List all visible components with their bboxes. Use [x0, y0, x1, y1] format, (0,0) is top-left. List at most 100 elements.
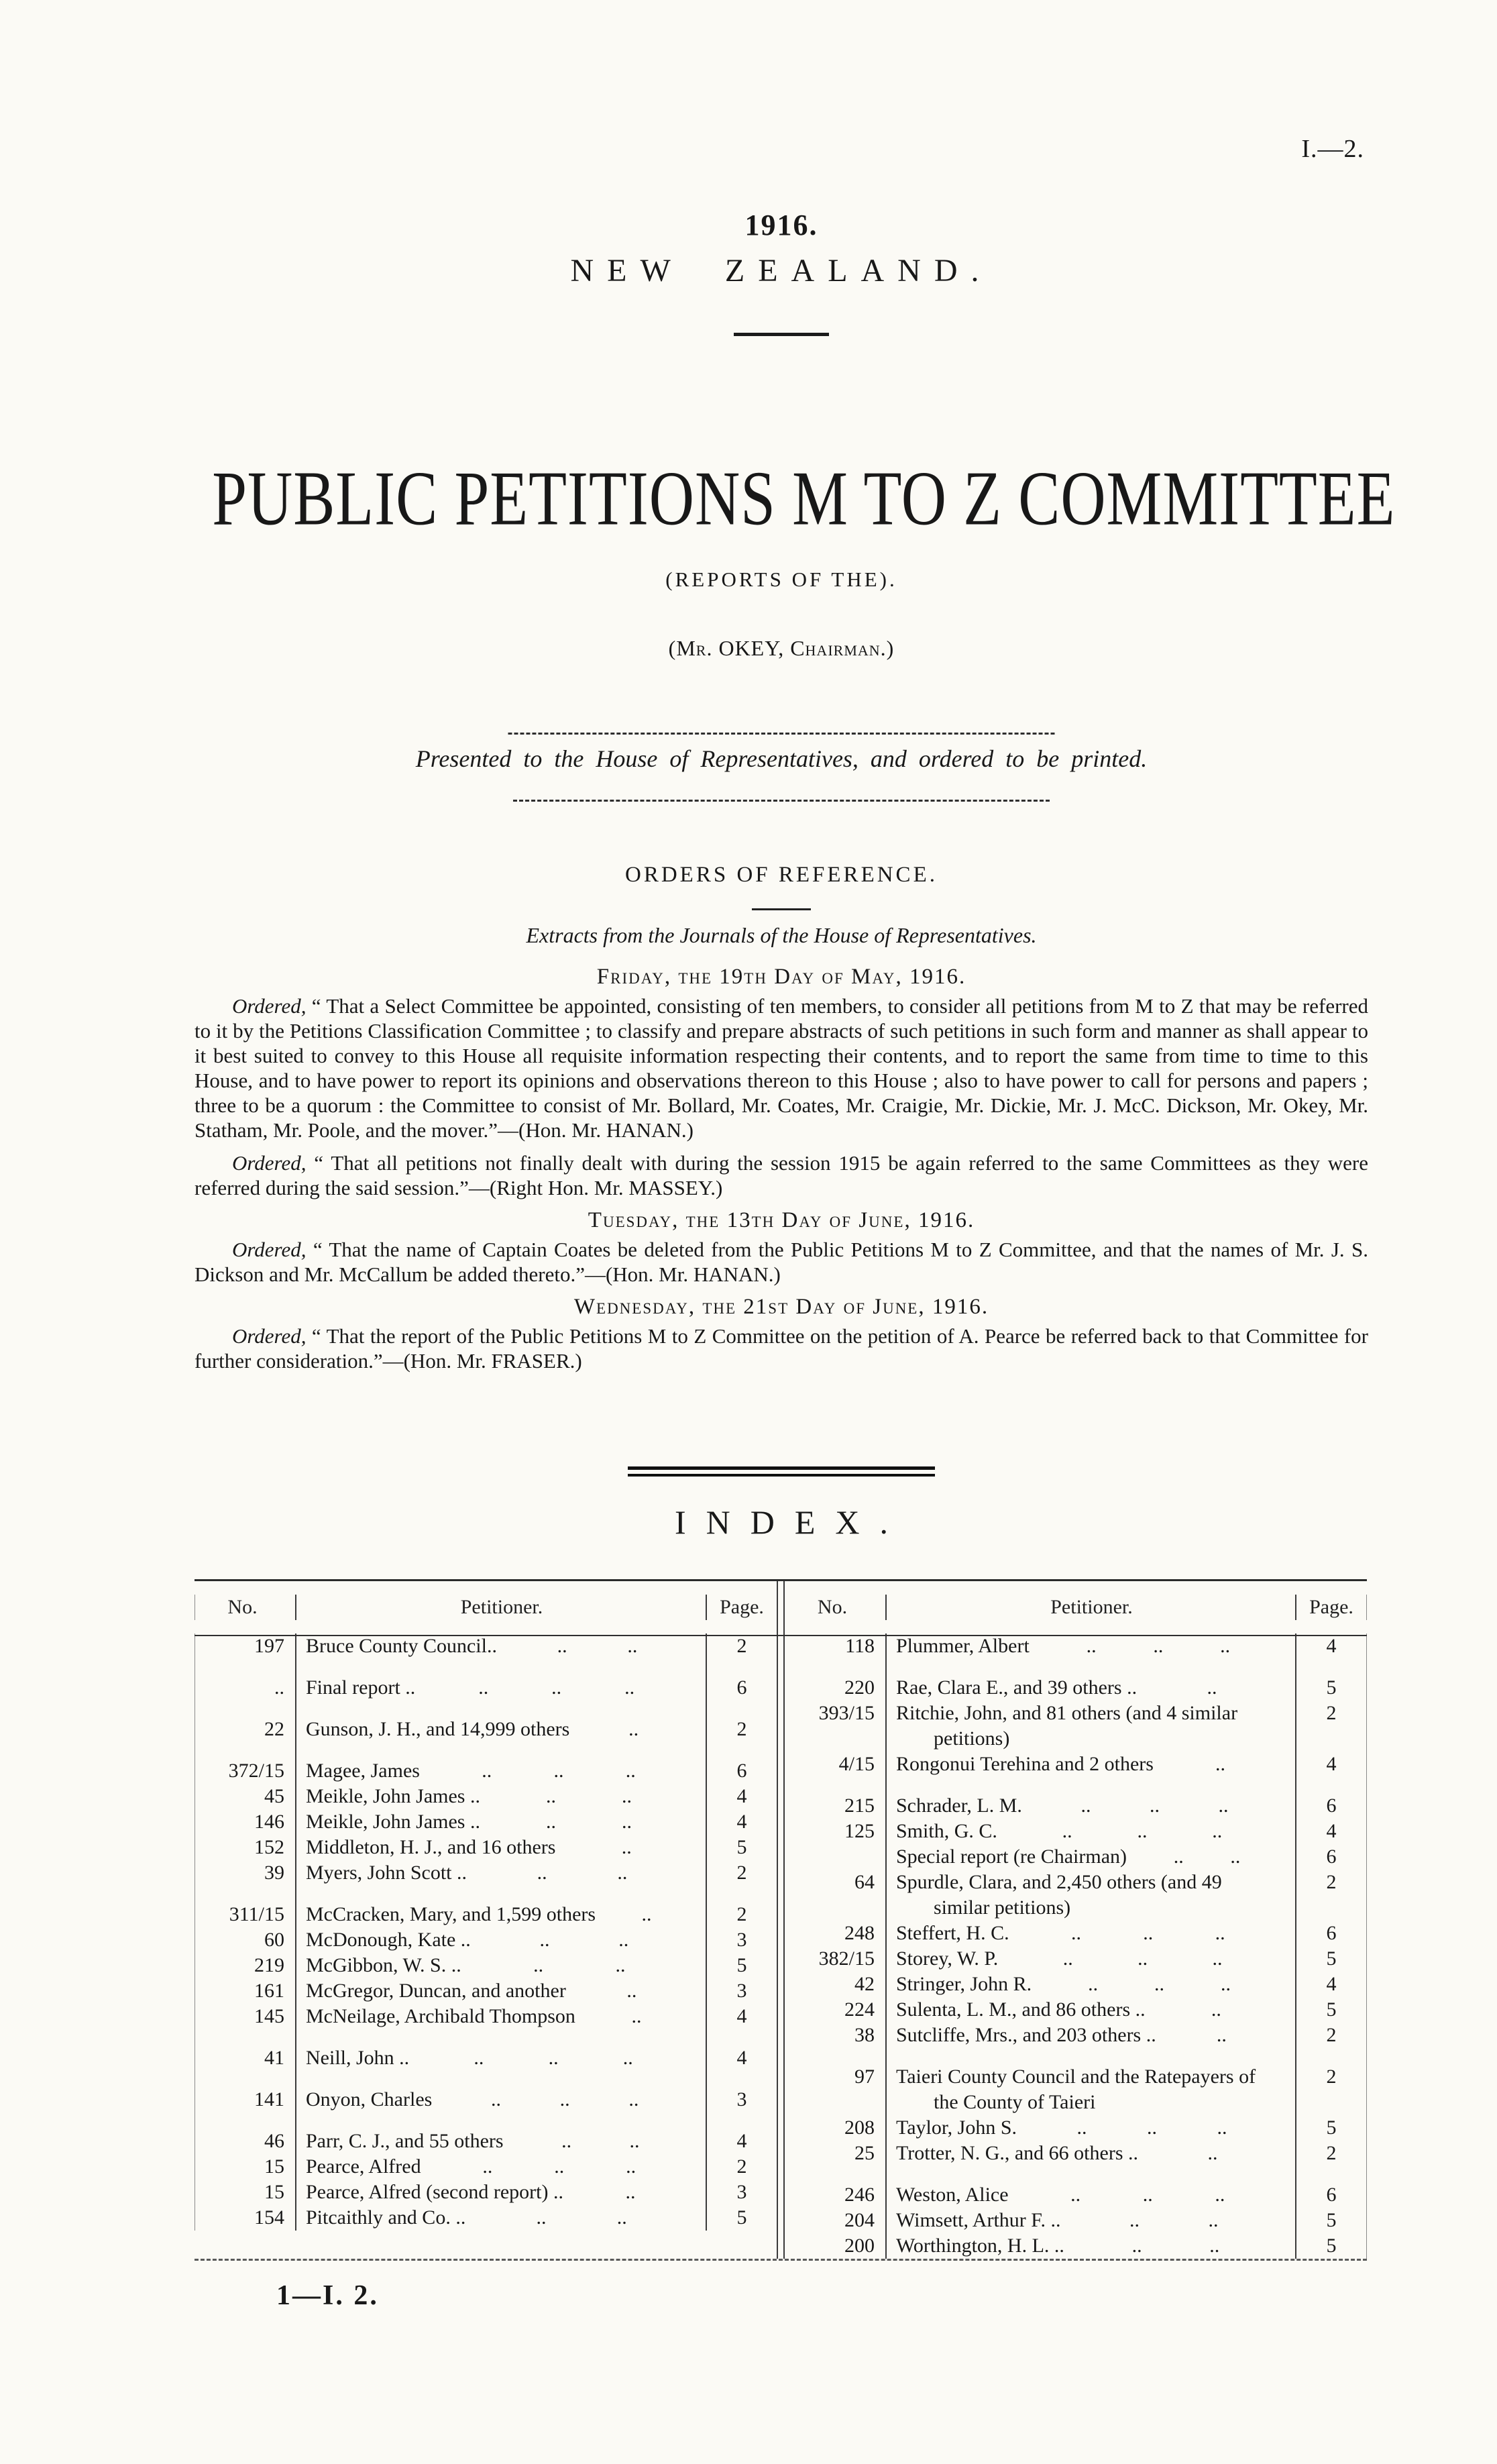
index-row: 248 Steffert, H. C....... 6 [785, 1921, 1367, 1946]
orders-section: Tuesday, the 13th Day of June, 1916. Ord… [195, 1208, 1368, 1287]
leader-dots: .... [1173, 1845, 1241, 1868]
petitioner-cell [885, 2166, 1296, 2182]
petition-number: 60 [195, 1927, 295, 1953]
leader-dots: .. [1207, 1676, 1217, 1699]
page-number: 5 [736, 1836, 747, 1858]
petitioner-cell [885, 1659, 1296, 1675]
chairman-line: (Mr. OKEY, Chairman.) [668, 636, 895, 660]
leader-dots: .. [631, 2005, 642, 2027]
leader-dots: ...... [478, 1676, 635, 1699]
index-row: 219 McGibbon, W. S. ...... 5 [195, 1953, 777, 1978]
petitioner-name: Schrader, L. M. [896, 1795, 1022, 1817]
page-number: 2 [736, 1903, 747, 1925]
page-number: 5 [1296, 2115, 1367, 2141]
leader-dots: .... [536, 2206, 627, 2229]
petitioner-cell [885, 1777, 1296, 1793]
petitioner-name: Final report .. [306, 1676, 416, 1699]
leader-dots: ...... [482, 1760, 636, 1782]
petitioner-cell: Steffert, H. C....... [885, 1921, 1296, 1946]
petition-number: 97 [854, 2066, 875, 2088]
index-row: 224 Sulenta, L. M., and 86 others .... 5 [785, 1997, 1367, 2023]
petitioner-name [306, 1701, 343, 1717]
petitioner-cell: Rongonui Terehina and 2 others.. [885, 1752, 1296, 1777]
page-number [1296, 1777, 1367, 1793]
index-row: 372/15 Magee, James...... 6 [195, 1758, 777, 1784]
petitioner-cell: Ritchie, John, and 81 others (and 4 simi… [885, 1701, 1296, 1752]
index-row [785, 2166, 1367, 2182]
index-right-half: No. Petitioner. Page. 118 Plummer, Alber… [783, 1581, 1367, 2259]
ordered-lead: Ordered, [232, 994, 307, 1018]
country-heading: NEW ZEALAND. [570, 253, 993, 288]
double-rule-divider [628, 1466, 935, 1477]
leader-dots [343, 1659, 698, 1675]
petition-number [195, 1659, 295, 1675]
petition-number [785, 1844, 885, 1870]
page-number: 5 [1296, 1946, 1367, 1972]
petitioner-cell: Rae, Clara E., and 39 others .... [885, 1675, 1296, 1701]
orders-of-reference-heading: ORDERS OF REFERENCE. [625, 863, 938, 887]
petitioner-cell: Pearce, Alfred (second report) .... [295, 2180, 707, 2205]
leader-dots [934, 2166, 1287, 2182]
petitioner-name: Taylor, John S. [896, 2117, 1017, 2139]
petition-number: 15 [195, 2154, 295, 2180]
petition-number: 393/15 [818, 1702, 875, 1724]
column-header-petitioner: Petitioner. [885, 1595, 1296, 1620]
index-row: 215 Schrader, L. M....... 6 [785, 1793, 1367, 1819]
petitioner-cell: Storey, W. P....... [885, 1946, 1296, 1972]
petitioner-name: Pearce, Alfred [306, 2155, 421, 2178]
petition-number [195, 1742, 295, 1758]
page-content: I.—2. 1916. NEW ZEALAND. PUBLIC PETITION… [195, 0, 1395, 2464]
order-paragraph-text: “ That a Select Committee be appointed, … [195, 994, 1368, 1142]
leader-dots [343, 2071, 698, 2087]
page-number: 4 [736, 2130, 747, 2152]
petitioner-name: Pearce, Alfred (second report) .. [306, 2181, 563, 2203]
petitioner-name [306, 2112, 343, 2129]
order-paragraph-text: “ That the name of Captain Coates be del… [195, 1238, 1368, 1286]
petitioner-cell: Neill, John ........ [295, 2045, 707, 2071]
petition-number: 146 [195, 1809, 295, 1835]
leader-dots: .. [626, 1980, 637, 2002]
leader-dots: ...... [482, 2155, 636, 2178]
petitioner-name: Neill, John .. [306, 2047, 410, 2069]
petition-number: 39 [195, 1860, 295, 1886]
petitioner-cell: Final report ........ [295, 1675, 707, 1701]
index-row [195, 1742, 777, 1758]
index-row: 25 Trotter, N. G., and 66 others .... 2 [785, 2141, 1367, 2166]
petitioner-name: Stringer, John R. [896, 1973, 1032, 1995]
index-row: 46 Parr, C. J., and 55 others.... 4 [195, 2129, 777, 2154]
page-number: 5 [1296, 1675, 1367, 1701]
index-row: 393/15 Ritchie, John, and 81 others (and… [785, 1701, 1367, 1752]
column-header-page: Page. [720, 1596, 764, 1618]
page-number: 6 [736, 1760, 747, 1782]
page-number [707, 1886, 777, 1902]
petitioner-cell: Gunson, J. H., and 14,999 others.. [295, 1717, 707, 1742]
petition-number: 215 [844, 1795, 875, 1817]
index-row: 15 Pearce, Alfred...... 2 [195, 2154, 777, 2180]
petition-number [785, 2166, 885, 2182]
petitioner-name: Special report (re Chairman) [896, 1845, 1127, 1868]
page-number: 5 [1296, 1997, 1367, 2023]
leader-dots: .. [641, 1903, 652, 1925]
ordered-lead: Ordered, [232, 1324, 307, 1348]
page-number: 3 [736, 2088, 747, 2110]
petition-number: 46 [195, 2129, 295, 2154]
page-number [707, 1742, 777, 1758]
petitioner-name [896, 1777, 934, 1793]
petitioner-name [306, 2071, 343, 2087]
page-number: 2 [1296, 2064, 1367, 2115]
petition-number: 141 [195, 2087, 295, 2112]
small-divider-rule [752, 908, 811, 910]
petition-number: 197 [195, 1633, 295, 1659]
petitioner-cell: Onyon, Charles...... [295, 2087, 707, 2112]
petitioner-name: Meikle, John James .. [306, 1811, 480, 1833]
petitioner-cell: Smith, G. C....... [885, 1819, 1296, 1844]
petitioner-cell: Taylor, John S....... [885, 2115, 1296, 2141]
leader-dots: ...... [1070, 1922, 1225, 1944]
petitioner-cell: Stringer, John R....... [885, 1972, 1296, 1997]
petitioner-cell: Trotter, N. G., and 66 others .... [885, 2141, 1296, 2166]
petitioner-cell [295, 2071, 707, 2087]
index-row [195, 2112, 777, 2129]
petition-number: 125 [844, 1820, 875, 1842]
index-row [195, 1659, 777, 1675]
petitioner-name: Weston, Alice [896, 2184, 1009, 2206]
